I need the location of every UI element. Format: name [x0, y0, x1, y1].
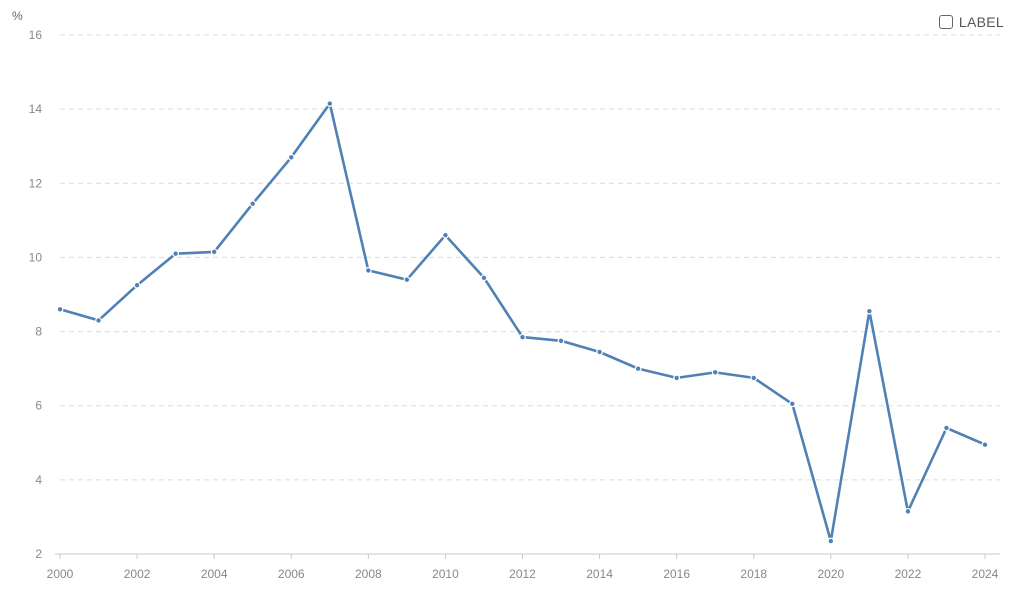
grid-layer: [60, 34, 1000, 555]
data-point[interactable]: [210, 248, 218, 256]
x-tick-label: 2010: [432, 567, 459, 581]
series-line: [59, 102, 986, 543]
x-tick-label: 2024: [972, 567, 999, 581]
data-point[interactable]: [56, 305, 64, 313]
data-point[interactable]: [750, 374, 758, 382]
data-point[interactable]: [95, 317, 102, 324]
x-tick-label: 2022: [895, 567, 922, 581]
x-tick-label: 2004: [201, 567, 228, 581]
data-point[interactable]: [442, 231, 449, 239]
data-point[interactable]: [480, 274, 488, 282]
data-point[interactable]: [981, 441, 989, 449]
y-axis-unit: %: [12, 9, 23, 23]
data-point[interactable]: [673, 374, 681, 382]
label-toggle-text: LABEL: [958, 14, 1004, 30]
data-point[interactable]: [326, 100, 334, 107]
data-point[interactable]: [133, 281, 141, 289]
data-point[interactable]: [557, 337, 565, 345]
y-tick-label: 2: [35, 547, 42, 561]
y-tick-label: 14: [29, 102, 43, 116]
data-point[interactable]: [364, 267, 372, 274]
data-point[interactable]: [865, 307, 873, 315]
y-tick-label: 8: [35, 325, 42, 339]
data-point[interactable]: [596, 348, 603, 356]
data-point[interactable]: [634, 365, 642, 373]
x-tick-label: 2006: [278, 567, 305, 581]
x-tick-label: 2016: [663, 567, 690, 581]
data-point[interactable]: [519, 333, 526, 341]
data-point[interactable]: [249, 200, 257, 208]
data-point[interactable]: [943, 424, 950, 432]
x-tick-label: 2012: [509, 567, 536, 581]
data-point[interactable]: [711, 368, 719, 376]
x-tick-label: 2000: [47, 567, 74, 581]
x-tick-label: 2008: [355, 567, 382, 581]
x-axis: 2000 2002 2004 2006 2008 2010 2012 2014 2016 2018…: [47, 553, 1000, 581]
data-point[interactable]: [827, 537, 835, 545]
x-tick-label: 2014: [586, 567, 613, 581]
series-layer: [56, 100, 989, 545]
y-axis: 2 4 6 8 10 12 14 16: [29, 28, 43, 561]
y-tick-label: 16: [29, 28, 43, 42]
data-point[interactable]: [172, 250, 180, 258]
label-toggle[interactable]: LABEL: [938, 14, 1004, 30]
label-checkbox[interactable]: [938, 15, 953, 29]
data-point[interactable]: [287, 153, 295, 161]
data-point[interactable]: [904, 507, 912, 515]
y-tick-label: 4: [35, 473, 42, 487]
y-tick-label: 10: [29, 250, 43, 264]
data-point[interactable]: [788, 400, 796, 408]
x-tick-label: 2002: [124, 567, 151, 581]
y-tick-label: 12: [29, 176, 43, 190]
x-tick-label: 2020: [817, 567, 844, 581]
data-point[interactable]: [403, 276, 411, 284]
x-tick-label: 2018: [740, 567, 767, 581]
y-tick-label: 6: [35, 399, 42, 413]
